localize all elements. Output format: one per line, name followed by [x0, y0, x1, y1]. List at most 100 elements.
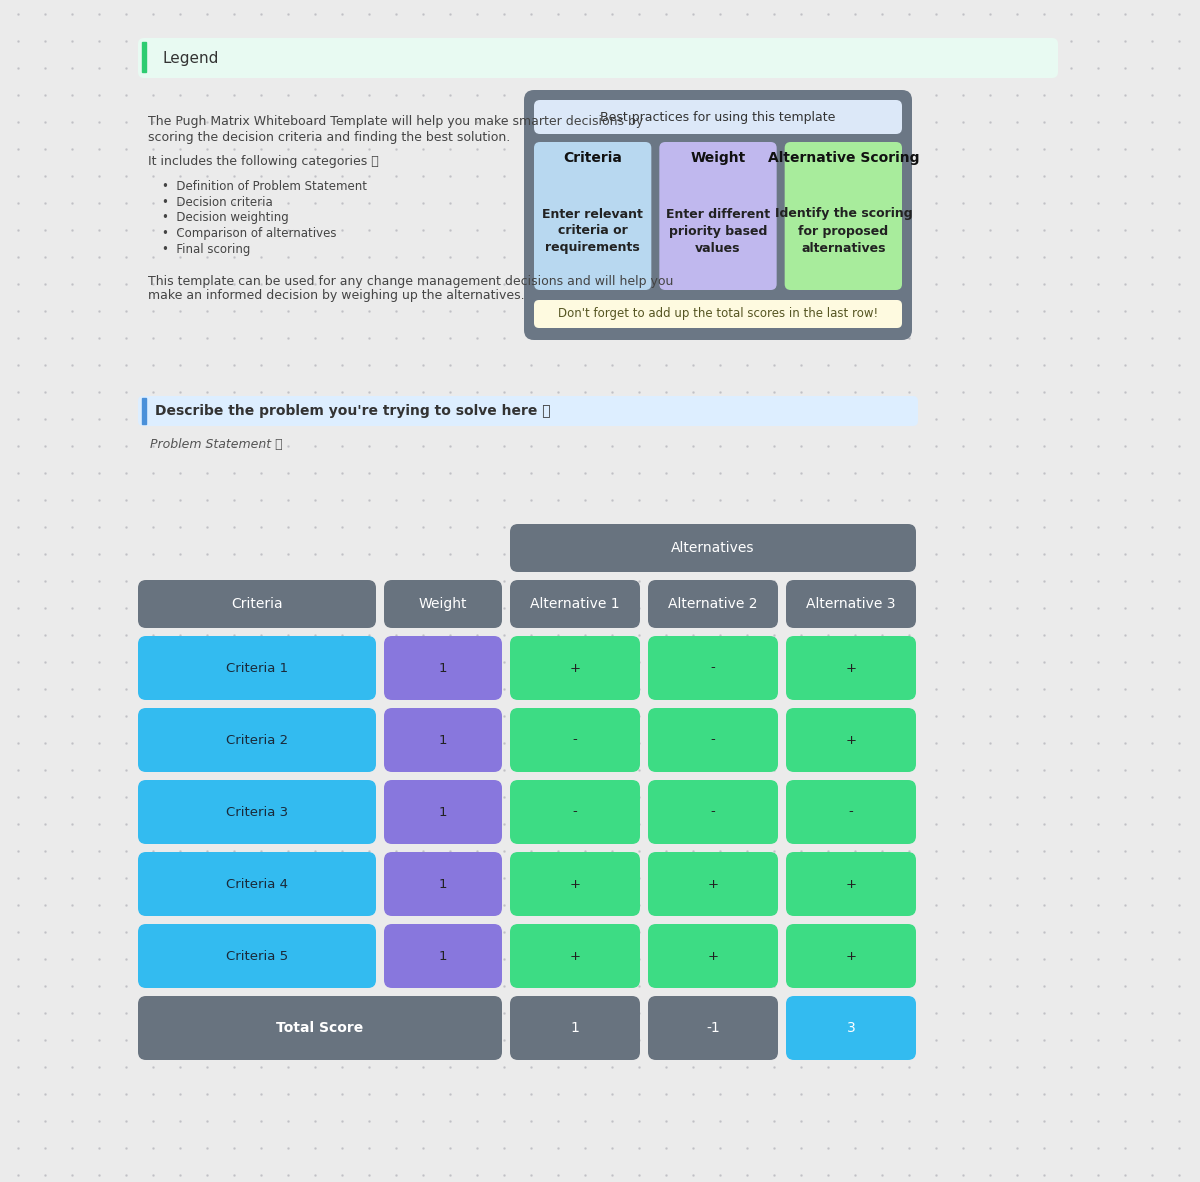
FancyBboxPatch shape — [510, 636, 640, 700]
Text: 1: 1 — [439, 877, 448, 890]
FancyBboxPatch shape — [510, 524, 916, 572]
FancyBboxPatch shape — [138, 38, 1058, 78]
FancyBboxPatch shape — [786, 996, 916, 1060]
Text: requirements: requirements — [545, 241, 640, 254]
Text: 1: 1 — [439, 734, 448, 747]
FancyBboxPatch shape — [384, 636, 502, 700]
FancyBboxPatch shape — [384, 780, 502, 844]
Text: Total Score: Total Score — [276, 1021, 364, 1035]
Text: +: + — [846, 877, 857, 890]
Text: -: - — [572, 805, 577, 818]
Text: scoring the decision criteria and finding the best solution.: scoring the decision criteria and findin… — [148, 130, 510, 143]
FancyBboxPatch shape — [534, 300, 902, 327]
Text: •  Decision criteria: • Decision criteria — [162, 195, 272, 208]
Text: Criteria: Criteria — [232, 597, 283, 611]
Text: make an informed decision by weighing up the alternatives.: make an informed decision by weighing up… — [148, 290, 524, 303]
FancyBboxPatch shape — [384, 708, 502, 772]
Text: Criteria 2: Criteria 2 — [226, 734, 288, 747]
FancyBboxPatch shape — [786, 580, 916, 628]
FancyBboxPatch shape — [384, 924, 502, 988]
Text: •  Comparison of alternatives: • Comparison of alternatives — [162, 227, 336, 240]
Text: +: + — [846, 662, 857, 675]
FancyBboxPatch shape — [510, 708, 640, 772]
Text: 1: 1 — [439, 949, 448, 962]
Text: Weight: Weight — [419, 597, 467, 611]
Text: Criteria: Criteria — [563, 151, 622, 165]
FancyBboxPatch shape — [648, 996, 778, 1060]
FancyBboxPatch shape — [510, 780, 640, 844]
FancyBboxPatch shape — [138, 636, 376, 700]
Text: values: values — [695, 241, 740, 254]
FancyBboxPatch shape — [138, 996, 502, 1060]
Text: •  Decision weighting: • Decision weighting — [162, 212, 289, 225]
FancyBboxPatch shape — [138, 580, 376, 628]
Text: -: - — [710, 662, 715, 675]
FancyBboxPatch shape — [534, 142, 652, 290]
FancyBboxPatch shape — [786, 852, 916, 916]
Text: Enter different: Enter different — [666, 208, 770, 221]
FancyBboxPatch shape — [138, 396, 918, 426]
Text: The Pugh Matrix Whiteboard Template will help you make smarter decisions by: The Pugh Matrix Whiteboard Template will… — [148, 116, 643, 129]
Text: +: + — [708, 877, 719, 890]
Bar — [142, 43, 146, 72]
Text: 1: 1 — [570, 1021, 580, 1035]
FancyBboxPatch shape — [534, 100, 902, 134]
Text: alternatives: alternatives — [802, 241, 886, 254]
Text: Alternative 1: Alternative 1 — [530, 597, 620, 611]
FancyBboxPatch shape — [138, 708, 376, 772]
Text: Describe the problem you're trying to solve here 👋: Describe the problem you're trying to so… — [155, 404, 551, 418]
Text: 1: 1 — [439, 805, 448, 818]
Text: •  Definition of Problem Statement: • Definition of Problem Statement — [162, 180, 367, 193]
Text: Alternatives: Alternatives — [671, 541, 755, 556]
Text: Criteria 4: Criteria 4 — [226, 877, 288, 890]
Text: -1: -1 — [706, 1021, 720, 1035]
Bar — [142, 398, 146, 424]
Text: Identify the scoring: Identify the scoring — [774, 208, 912, 221]
FancyBboxPatch shape — [786, 780, 916, 844]
Text: +: + — [846, 734, 857, 747]
Text: +: + — [570, 949, 581, 962]
Text: Best practices for using this template: Best practices for using this template — [600, 110, 835, 123]
FancyBboxPatch shape — [648, 708, 778, 772]
Text: Enter relevant: Enter relevant — [542, 208, 643, 221]
FancyBboxPatch shape — [785, 142, 902, 290]
Text: Problem Statement 💡: Problem Statement 💡 — [150, 437, 283, 450]
Text: Alternative Scoring: Alternative Scoring — [768, 151, 919, 165]
Text: -: - — [848, 805, 853, 818]
Text: 3: 3 — [847, 1021, 856, 1035]
FancyBboxPatch shape — [659, 142, 776, 290]
Text: Don't forget to add up the total scores in the last row!: Don't forget to add up the total scores … — [558, 307, 878, 320]
FancyBboxPatch shape — [648, 780, 778, 844]
FancyBboxPatch shape — [648, 924, 778, 988]
Text: +: + — [570, 877, 581, 890]
Text: -: - — [710, 734, 715, 747]
Text: Alternative 3: Alternative 3 — [806, 597, 895, 611]
FancyBboxPatch shape — [648, 852, 778, 916]
FancyBboxPatch shape — [138, 780, 376, 844]
FancyBboxPatch shape — [648, 636, 778, 700]
FancyBboxPatch shape — [786, 636, 916, 700]
Text: +: + — [570, 662, 581, 675]
FancyBboxPatch shape — [510, 924, 640, 988]
FancyBboxPatch shape — [510, 580, 640, 628]
Text: This template can be used for any change management decisions and will help you: This template can be used for any change… — [148, 274, 673, 287]
Text: criteria or: criteria or — [558, 225, 628, 238]
Text: Alternative 2: Alternative 2 — [668, 597, 757, 611]
FancyBboxPatch shape — [648, 580, 778, 628]
FancyBboxPatch shape — [384, 580, 502, 628]
FancyBboxPatch shape — [510, 852, 640, 916]
Text: -: - — [572, 734, 577, 747]
Text: Criteria 3: Criteria 3 — [226, 805, 288, 818]
Text: •  Final scoring: • Final scoring — [162, 243, 251, 256]
Text: -: - — [710, 805, 715, 818]
FancyBboxPatch shape — [524, 90, 912, 340]
Text: +: + — [708, 949, 719, 962]
FancyBboxPatch shape — [138, 852, 376, 916]
Text: 1: 1 — [439, 662, 448, 675]
Text: Criteria 1: Criteria 1 — [226, 662, 288, 675]
Text: +: + — [846, 949, 857, 962]
Text: It includes the following categories 👇: It includes the following categories 👇 — [148, 156, 379, 169]
Text: priority based: priority based — [668, 225, 767, 238]
Text: Weight: Weight — [690, 151, 745, 165]
Text: for proposed: for proposed — [798, 225, 888, 238]
